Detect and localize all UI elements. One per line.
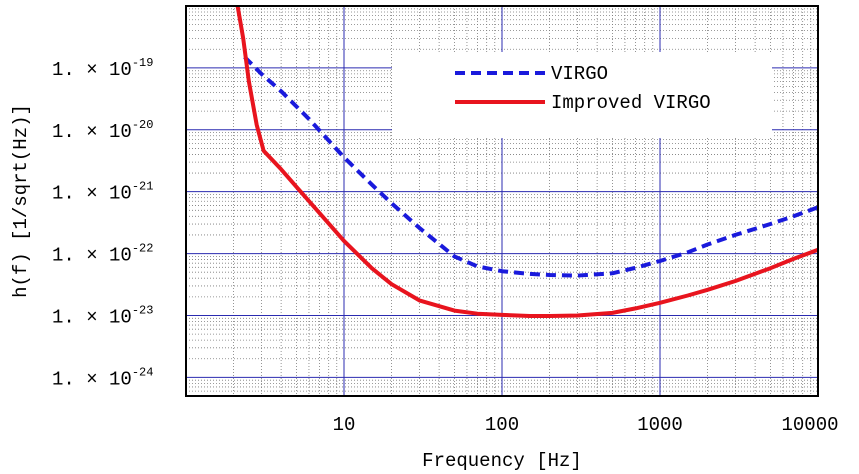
y-tick-label: 1. × 10-23 [52, 303, 153, 328]
legend-entry-label: Improved VIRGO [551, 92, 711, 114]
series-layer [235, 6, 818, 318]
x-axis-label: Frequency [Hz] [422, 450, 582, 472]
y-tick-label: 1. × 10-24 [52, 365, 153, 390]
y-axis-label: h(f) [1/sqrt(Hz)] [10, 104, 32, 298]
y-tick-label: 1. × 10-20 [52, 118, 153, 143]
legend-box [392, 52, 772, 138]
legend: VIRGO Improved VIRGO [392, 52, 772, 138]
y-tick-label: 1. × 10-21 [52, 180, 153, 205]
x-tick-label: 10000 [781, 414, 838, 436]
y-tick-labels: 1. × 10-24 1. × 10-23 1. × 10-22 1. × 10-21… [52, 56, 153, 390]
x-tick-label: 1000 [637, 414, 683, 436]
x-tick-label: 100 [485, 414, 519, 436]
legend-entry-label: VIRGO [551, 63, 608, 85]
y-tick-label: 1. × 10-19 [52, 56, 153, 81]
y-tick-label: 1. × 10-22 [52, 242, 153, 267]
x-tick-labels: 10 100 1000 10000 [333, 414, 839, 436]
improved-virgo-curve [235, 6, 818, 318]
plot-frame [185, 5, 819, 397]
x-tick-label: 10 [333, 414, 356, 436]
